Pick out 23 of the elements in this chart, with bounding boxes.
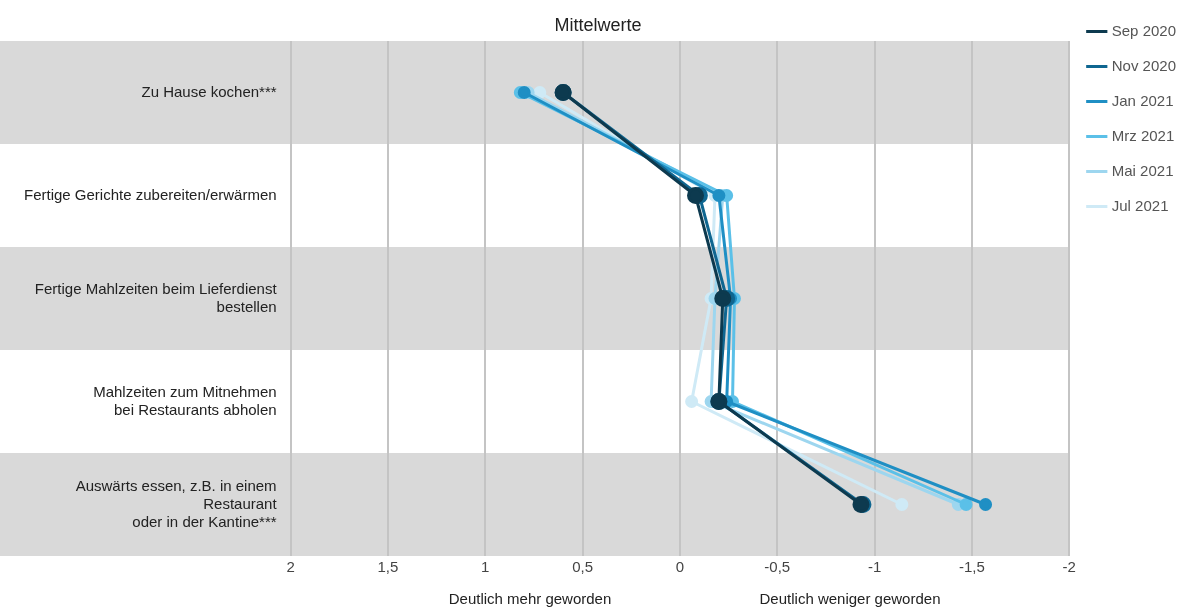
x-tick-label: -2	[1062, 558, 1076, 576]
text: Deutlich mehr geworden	[448, 590, 612, 607]
x-tick-label: -1	[867, 558, 882, 576]
x-tick-label: -0,5	[764, 558, 791, 576]
y-tick-label: Fertige Mahlzeiten beim Lieferdienst bestellen	[34, 279, 278, 315]
y-tick-label: Fertige Gerichte zubereiten/erwärmen	[23, 185, 277, 203]
text: Deutlich weniger geworden	[759, 590, 941, 607]
legend-label: Jul 2021	[1111, 196, 1169, 214]
legend-label: Jan 2021	[1111, 91, 1174, 109]
x-tick-label: 0,5	[572, 558, 594, 576]
y-tick-label: Auswärts essen, z.B. in einem Restaurant oder in der Kantine***	[75, 476, 278, 530]
x-tick-label: -1,5	[959, 558, 985, 576]
x-tick-label: 1,5	[377, 558, 399, 576]
chart-title: Mittelwerte	[554, 15, 642, 36]
y-tick-label: Mahlzeiten zum Mitnehmen bei Restaurants abholen	[93, 382, 277, 418]
legend-label: Nov 2020	[1111, 56, 1176, 74]
x-tick-label: 1	[481, 558, 490, 576]
x-tick-label: 0	[675, 558, 685, 576]
legend-label: Sep 2020	[1111, 21, 1177, 39]
legend-label: Mrz 2021	[1111, 126, 1175, 144]
x-tick-label: 2	[286, 558, 295, 576]
y-tick-label: Zu Hause kochen***	[141, 82, 277, 100]
legend-label: Mai 2021	[1111, 161, 1174, 179]
